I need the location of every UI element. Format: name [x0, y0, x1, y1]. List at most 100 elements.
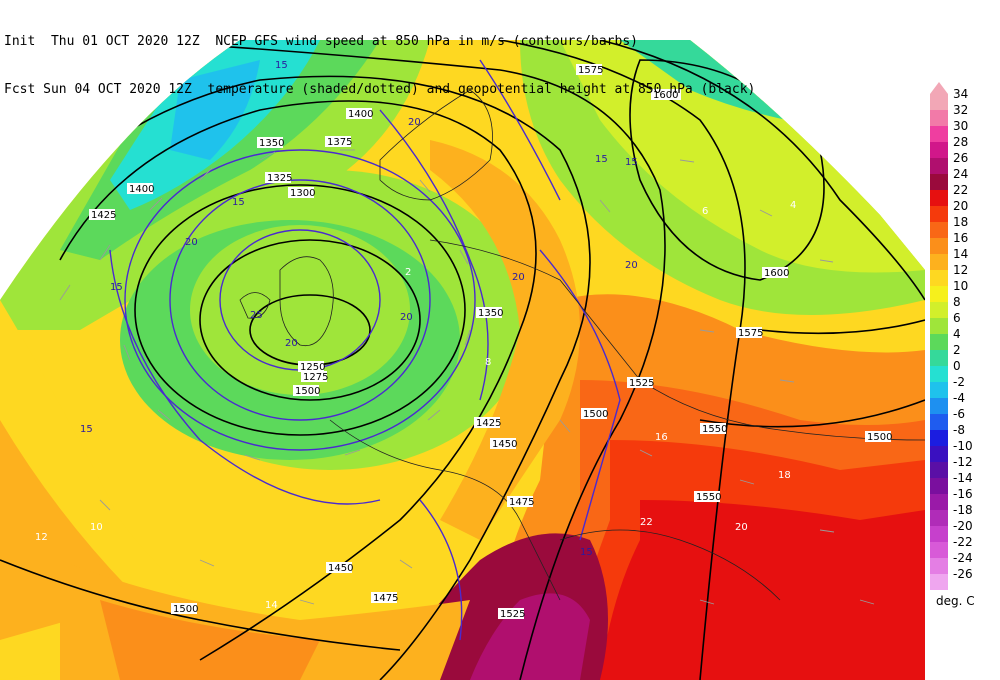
speed-label: 20	[408, 117, 421, 128]
title-line-1: NCEP GFS wind speed at 850 hPa in m/s (c…	[215, 34, 638, 49]
legend-swatch	[930, 110, 948, 126]
legend-swatch	[930, 574, 948, 590]
legend-tick-label: 10	[953, 279, 969, 293]
legend-swatch	[930, 302, 948, 318]
height-labels: 1575 1600 1400 1375 1350 1325 1300 1400 …	[89, 64, 892, 620]
legend-tick-label: -26	[953, 567, 973, 581]
legend-swatch	[930, 238, 948, 254]
height-label: 1275	[303, 372, 328, 383]
legend-tick-label: 8	[953, 295, 961, 309]
temperature-label: 4	[790, 200, 796, 211]
height-label: 1500	[295, 386, 320, 397]
height-label: 1350	[478, 308, 503, 319]
legend-tick-label: -8	[953, 423, 965, 437]
legend-tick-label: 22	[953, 183, 969, 197]
speed-label: 20	[625, 260, 638, 271]
legend-tick-label: 14	[953, 247, 969, 261]
legend-swatch	[930, 430, 948, 446]
legend-units: deg. C	[936, 594, 975, 608]
legend-tick-label: 12	[953, 263, 969, 277]
height-label: 1500	[867, 432, 892, 443]
legend-swatch	[930, 270, 948, 286]
legend-swatch	[930, 158, 948, 174]
height-label: 1375	[327, 137, 352, 148]
map-header: Init Thu 01 OCT 2020 12Z NCEP GFS wind s…	[4, 2, 755, 114]
legend-swatch	[930, 142, 948, 158]
legend-swatch	[930, 558, 948, 574]
legend-tick-label: 18	[953, 215, 969, 229]
temperature-label: 20	[735, 522, 748, 533]
height-label: 1400	[129, 184, 154, 195]
legend-swatch	[930, 286, 948, 302]
legend-tick-label: 4	[953, 327, 961, 341]
speed-label: 15	[595, 154, 608, 165]
wind-barbs	[59, 149, 875, 605]
legend-swatch	[930, 382, 948, 398]
height-label: 1400	[348, 109, 373, 120]
legend-swatch	[930, 318, 948, 334]
legend-swatch	[930, 222, 948, 238]
speed-label: 15	[580, 547, 593, 558]
speed-label: 15	[110, 282, 123, 293]
temperature-label: 10	[90, 522, 103, 533]
height-contours	[0, 40, 925, 680]
legend-tick-label: 28	[953, 135, 969, 149]
forecast-line: Fcst Sun 04 OCT 2020 12Z temperature (sh…	[4, 82, 755, 98]
speed-label: 15	[232, 197, 245, 208]
height-label: 1475	[373, 593, 398, 604]
legend-tick-label: -24	[953, 551, 973, 565]
legend-swatch	[930, 542, 948, 558]
legend-swatch	[930, 206, 948, 222]
weather-map: 1575 1600 1400 1375 1350 1325 1300 1400 …	[0, 40, 925, 680]
legend-swatch	[930, 94, 948, 110]
height-label: 1300	[290, 188, 315, 199]
init-line: Init Thu 01 OCT 2020 12Z NCEP GFS wind s…	[4, 34, 755, 50]
legend-swatch	[930, 366, 948, 382]
height-label: 1575	[578, 65, 603, 76]
temperature-label: 18	[778, 470, 791, 481]
temperature-label: 2	[405, 267, 411, 278]
speed-label: 15	[625, 157, 638, 168]
legend-swatch	[930, 414, 948, 430]
temperature-label: 16	[655, 432, 668, 443]
legend-tick-label: -20	[953, 519, 973, 533]
temperature-label: 12	[35, 532, 48, 543]
speed-label: 25	[250, 310, 263, 321]
legend-tick-label: 26	[953, 151, 969, 165]
height-label: 1450	[492, 439, 517, 450]
legend-tick-label: 0	[953, 359, 961, 373]
legend-swatch	[930, 174, 948, 190]
height-label: 1575	[738, 328, 763, 339]
legend-swatch	[930, 350, 948, 366]
legend-swatch	[930, 446, 948, 462]
legend-tick-label: 16	[953, 231, 969, 245]
legend-swatch	[930, 190, 948, 206]
height-label: 1600	[653, 90, 678, 101]
legend-tick-label: -22	[953, 535, 973, 549]
legend-swatch	[930, 478, 948, 494]
height-label: 1425	[91, 210, 116, 221]
legend-tick-label: -12	[953, 455, 973, 469]
temperature-label: 8	[485, 357, 491, 368]
legend-swatch	[930, 526, 948, 542]
speed-label: 20	[185, 237, 198, 248]
height-label: 1475	[509, 497, 534, 508]
height-label: 1325	[267, 173, 292, 184]
legend-tick-label: 30	[953, 119, 969, 133]
legend-swatch	[930, 510, 948, 526]
legend-tick-label: 2	[953, 343, 961, 357]
wind-speed-contours	[109, 59, 621, 641]
legend-tick-label: 24	[953, 167, 969, 181]
temperature-labels: 10 12 14 16 18 20 22 6 4 8 2	[35, 200, 796, 611]
speed-label: 20	[400, 312, 413, 323]
legend-tick-label: -4	[953, 391, 965, 405]
legend-tick-label: -18	[953, 503, 973, 517]
height-label: 1525	[500, 609, 525, 620]
title-line-2: temperature (shaded/dotted) and geopoten…	[207, 82, 756, 97]
speed-label: 15	[275, 60, 288, 71]
legend-tick-label: -2	[953, 375, 965, 389]
height-label: 1550	[702, 424, 727, 435]
height-label: 1500	[173, 604, 198, 615]
legend-tick-label: 6	[953, 311, 961, 325]
height-label: 1525	[629, 378, 654, 389]
